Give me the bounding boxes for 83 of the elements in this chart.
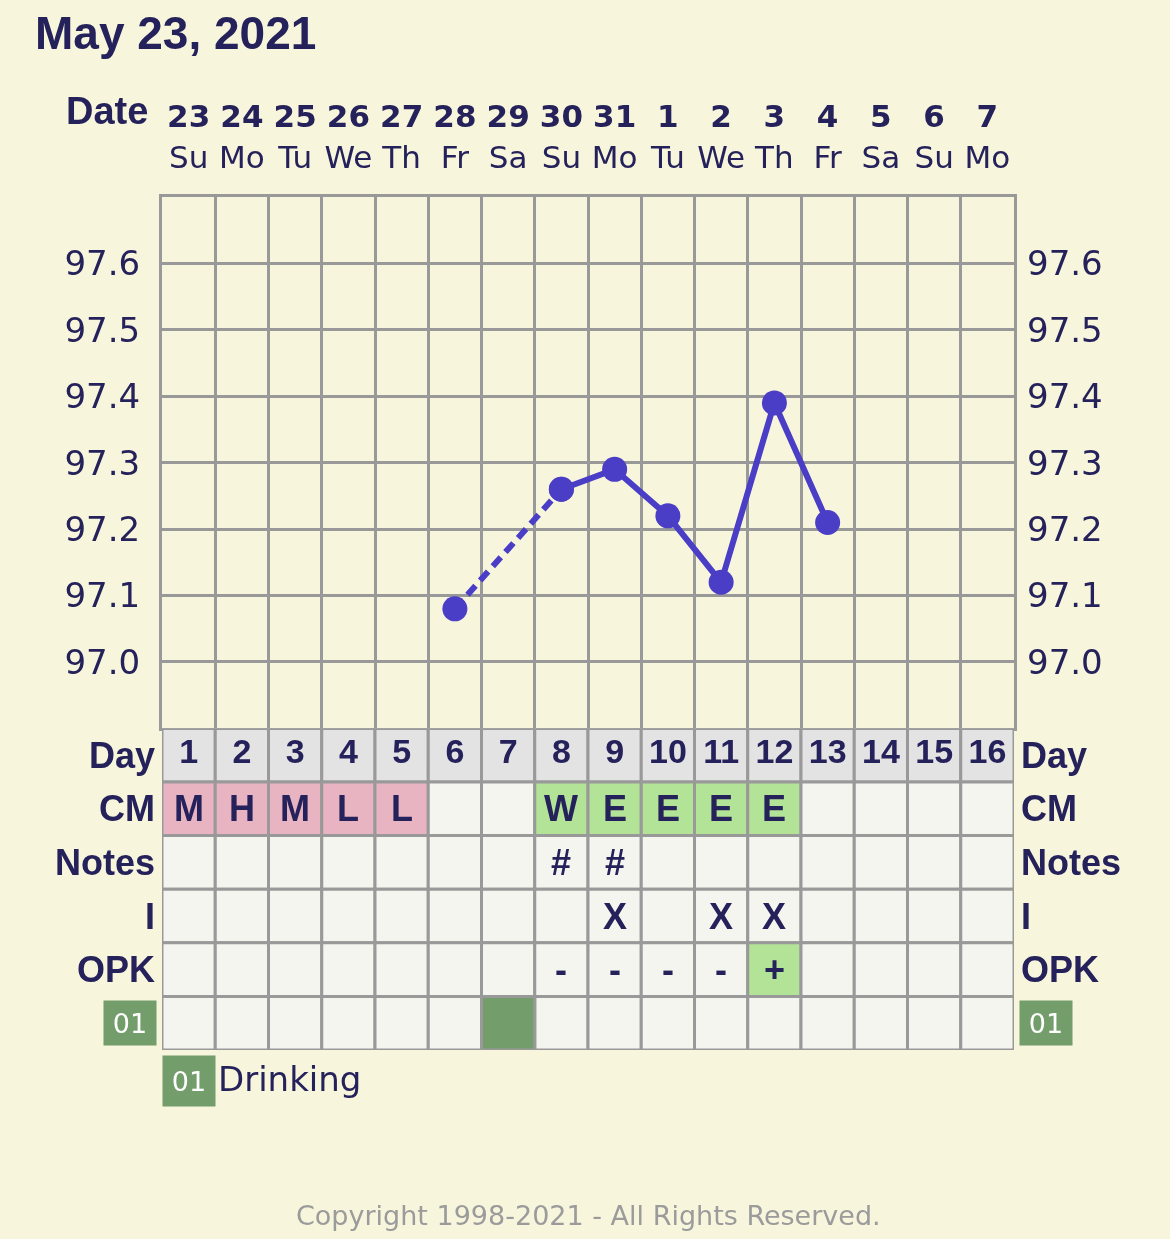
y-tick-label: 97.6 [64, 243, 141, 284]
text: # [605, 842, 626, 883]
y-tick-label: 97.1 [64, 575, 141, 616]
y-tick-label: 97.2 [64, 509, 141, 550]
y-tick-label: CM [99, 788, 155, 829]
y2-tick-label: Notes [1021, 842, 1122, 883]
category-label: 01 [171, 1065, 207, 1097]
x-tick-label: 5 [392, 732, 412, 771]
x-tick-label: 3 [285, 732, 305, 771]
x-tick-label: 7 [498, 732, 518, 771]
text: - [715, 949, 727, 990]
text: X [762, 896, 787, 937]
y-tick-label: OPK [77, 949, 156, 990]
text: E [656, 788, 681, 829]
y-tick-label: 01 [112, 1007, 148, 1039]
text: X [709, 896, 734, 937]
y-tick-label: 97.0 [64, 641, 141, 682]
x-tick-label: 28 Fr [433, 98, 477, 175]
y2-tick-label: Day [1021, 735, 1088, 776]
x-tick-label: 8 [551, 732, 571, 771]
x-tick-label: 9 [605, 732, 625, 771]
text: - [662, 949, 674, 990]
y-tick-label: 97.5 [64, 309, 141, 350]
y2-tick-label: 97.1 [1027, 575, 1103, 616]
text: E [762, 788, 787, 829]
text: - [609, 949, 621, 990]
x-tick-label: 15 [915, 732, 954, 771]
x-tick-label: 4 [338, 732, 358, 771]
text: W [544, 788, 578, 829]
text: # [551, 842, 572, 883]
x-tick-label: 11 [703, 732, 740, 771]
x-tick-label: 1 [179, 732, 199, 771]
y2-tick-label: 97.2 [1027, 509, 1103, 550]
x-tick-label: 29 Sa [486, 98, 530, 175]
y2-tick-label: CM [1021, 788, 1077, 829]
text: E [709, 788, 734, 829]
x-tick-label: 24 Mo [219, 98, 265, 175]
text: + [764, 949, 786, 990]
text: Copyright 1998-2021 - All Rights Reserved. [296, 1200, 881, 1231]
y2-tick-label: 97.6 [1027, 243, 1103, 284]
x-tick-label: 6 [445, 732, 465, 771]
text: H [229, 788, 255, 829]
x-tick-label: 31 Mo [591, 98, 638, 175]
x-tick-label: 25 Tu [273, 98, 317, 175]
y-tick-label: Day [89, 735, 156, 776]
x-tick-label: 4 Fr [813, 98, 843, 175]
y-tick-label: I [145, 896, 156, 937]
y-tick-label: 97.3 [64, 442, 141, 483]
text: M [280, 788, 310, 829]
text: L [391, 788, 413, 829]
text: M [174, 788, 204, 829]
x-tick-label: 16 [968, 732, 1007, 771]
x-tick-label: 14 [861, 732, 900, 771]
x-tick-label: 30 Su [539, 98, 583, 175]
x-tick-label: 13 [808, 732, 847, 771]
text: E [603, 788, 628, 829]
y-tick-label: Notes [55, 842, 156, 883]
y2-tick-label: 97.3 [1027, 442, 1103, 483]
x-tick-label: 12 [755, 732, 794, 771]
legend-label: Drinking [218, 1059, 362, 1099]
y2-tick-label: 97.4 [1027, 376, 1103, 417]
text: L [337, 788, 359, 829]
x-tick-label: 7 Mo [964, 98, 1011, 175]
y-tick-label: 97.4 [64, 376, 141, 417]
x-tick-label: 1 Tu [649, 98, 685, 175]
text: - [555, 949, 567, 990]
y2-tick-label: 97.5 [1027, 309, 1103, 350]
y2-tick-label: OPK [1021, 949, 1100, 990]
x-tick-label: 6 Su [914, 98, 954, 175]
y2-tick-label: I [1021, 896, 1032, 937]
x-tick-label: 10 [648, 732, 687, 771]
x-tick-label: 2 We [697, 98, 746, 175]
x-tick-label: 3 Th [754, 98, 794, 175]
x-tick-label: 26 We [324, 98, 373, 175]
x-axis-title: Date [66, 90, 149, 132]
x-tick-label: 5 Sa [861, 98, 901, 175]
y2-tick-label: 97.0 [1027, 641, 1103, 682]
x-tick-label: 2 [232, 732, 252, 771]
x-tick-label: 27 Th [380, 98, 424, 175]
text: X [603, 896, 628, 937]
y2-tick-label: 01 [1028, 1007, 1064, 1039]
x-tick-label: 23 Su [167, 98, 211, 175]
chart-title: May 23, 2021 [35, 7, 317, 60]
